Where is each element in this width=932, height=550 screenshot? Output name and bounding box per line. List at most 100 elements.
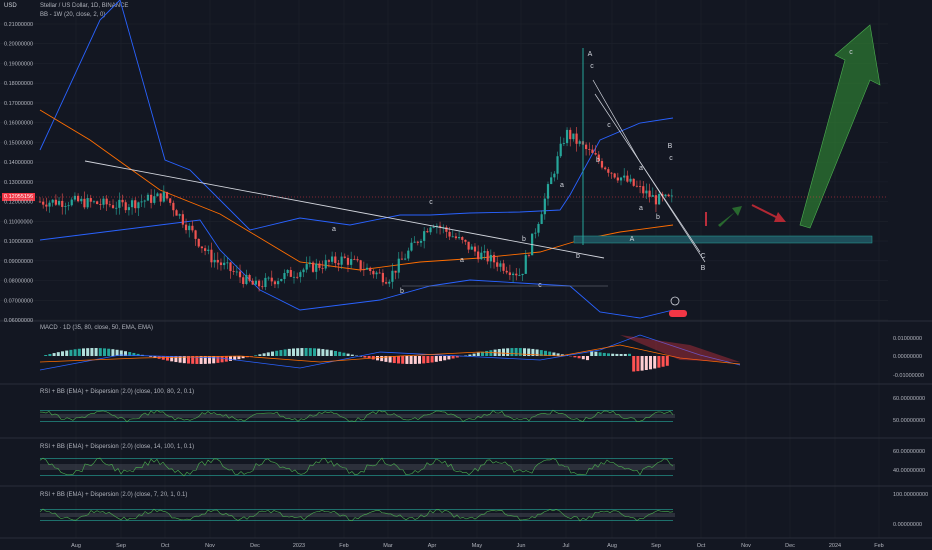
candle-108 [381, 272, 384, 283]
bb-indicator-label: BB - 1W (20, close, 2, 0) [40, 12, 106, 18]
macd-bar-54 [266, 352, 270, 356]
candle-197 [664, 194, 667, 197]
candle-168 [572, 133, 575, 140]
macd-bar-12 [90, 348, 94, 356]
candle-146 [502, 263, 505, 271]
macd-bar-21 [128, 352, 132, 356]
candle-100 [356, 259, 359, 261]
macd-bar-116 [527, 348, 531, 356]
macd-bar-93 [430, 356, 434, 363]
macd-bar-55 [271, 351, 274, 356]
demand-zone [573, 235, 873, 244]
macd-bar-47 [237, 356, 241, 360]
macd-bar-71 [338, 351, 342, 356]
price-tick-9: 0.12000000 [4, 200, 33, 206]
candle-135 [467, 241, 470, 250]
rsi1-line [39, 409, 674, 423]
candle-120 [419, 240, 423, 243]
price-tick-11: 0.10000000 [4, 239, 33, 245]
wave-label-13: c [538, 282, 542, 289]
wave-label-3: b [576, 253, 580, 260]
macd-bar-83 [388, 356, 392, 363]
candle-116 [407, 250, 410, 259]
macd-bar-13 [94, 348, 98, 356]
candle-1 [42, 201, 45, 205]
candle-164 [559, 143, 562, 157]
rsi2-tick-1: 40.00000000 [893, 468, 925, 474]
macd-bar-109 [497, 349, 501, 356]
candle-20 [102, 198, 105, 205]
price-tick-13: 0.08000000 [4, 279, 33, 285]
candle-72 [267, 277, 270, 279]
candle-104 [369, 267, 372, 272]
candle-102 [362, 269, 365, 271]
candle-101 [359, 260, 362, 270]
candle-45 [181, 214, 184, 225]
macd-bar-112 [510, 348, 514, 356]
candle-187 [632, 178, 635, 186]
candle-150 [515, 273, 518, 276]
macd-bar-60 [292, 348, 295, 356]
macd-bar-102 [468, 354, 472, 356]
macd-bar-20 [124, 351, 127, 356]
candle-130 [451, 236, 454, 238]
macd-bar-148 [661, 356, 665, 367]
candle-176 [597, 154, 600, 162]
time-tick-1: Sep [116, 543, 126, 549]
price-tick-10: 0.11000000 [4, 219, 33, 225]
candle-114 [400, 258, 404, 260]
price-tick-8: 0.13000000 [4, 180, 33, 186]
macd-bar-62 [300, 348, 304, 356]
macd-bar-85 [397, 356, 400, 364]
candle-42 [172, 202, 175, 211]
macd-bar-14 [98, 348, 102, 356]
candle-182 [616, 177, 619, 181]
price-tick-12: 0.09000000 [4, 259, 33, 265]
candle-95 [340, 256, 343, 265]
time-axis: Aug Sep Oct Nov Dec 2023 Feb Mar Apr May Jun Jul Aug… [71, 543, 884, 549]
macd-bar-64 [308, 348, 312, 356]
macd-bar-58 [283, 349, 287, 356]
candle-152 [521, 273, 524, 276]
candle-115 [404, 258, 407, 260]
candle-55 [213, 259, 216, 263]
macd-bar-43 [220, 356, 224, 363]
candle-17 [92, 201, 96, 203]
macd-bar-145 [649, 356, 652, 370]
candle-99 [353, 259, 356, 260]
candle-36 [153, 196, 156, 203]
candle-190 [642, 186, 645, 194]
candle-147 [505, 270, 508, 273]
wave-label-1: c [590, 63, 594, 70]
signal-line [39, 344, 741, 365]
wave-label-18: a [639, 205, 643, 212]
macd-bar-149 [665, 356, 669, 366]
macd-bar-78 [367, 356, 371, 359]
macd-bar-39 [203, 356, 207, 364]
time-tick-11: Jul [562, 543, 569, 549]
macd-bar-86 [401, 356, 405, 364]
price-tick-1: 0.20000000 [4, 42, 33, 48]
candle-88 [318, 263, 321, 268]
candle-18 [96, 201, 99, 205]
candle-38 [159, 193, 162, 202]
macd-bar-110 [502, 348, 505, 356]
projection-arrow-small [718, 206, 742, 227]
candle-62 [235, 271, 238, 273]
macd-bar-123 [556, 353, 560, 356]
candle-82 [299, 272, 302, 277]
macd-bar-107 [489, 350, 493, 356]
candle-6 [57, 200, 61, 205]
price-tick-5: 0.16000000 [4, 121, 33, 127]
macd-bar-91 [422, 356, 426, 364]
candle-111 [391, 270, 394, 282]
macd-bar-35 [187, 356, 190, 364]
macd-bar-19 [119, 350, 123, 356]
candle-59 [226, 262, 229, 264]
candle-52 [204, 248, 207, 251]
macd-bar-57 [279, 350, 283, 356]
macd-bar-32 [174, 356, 178, 363]
